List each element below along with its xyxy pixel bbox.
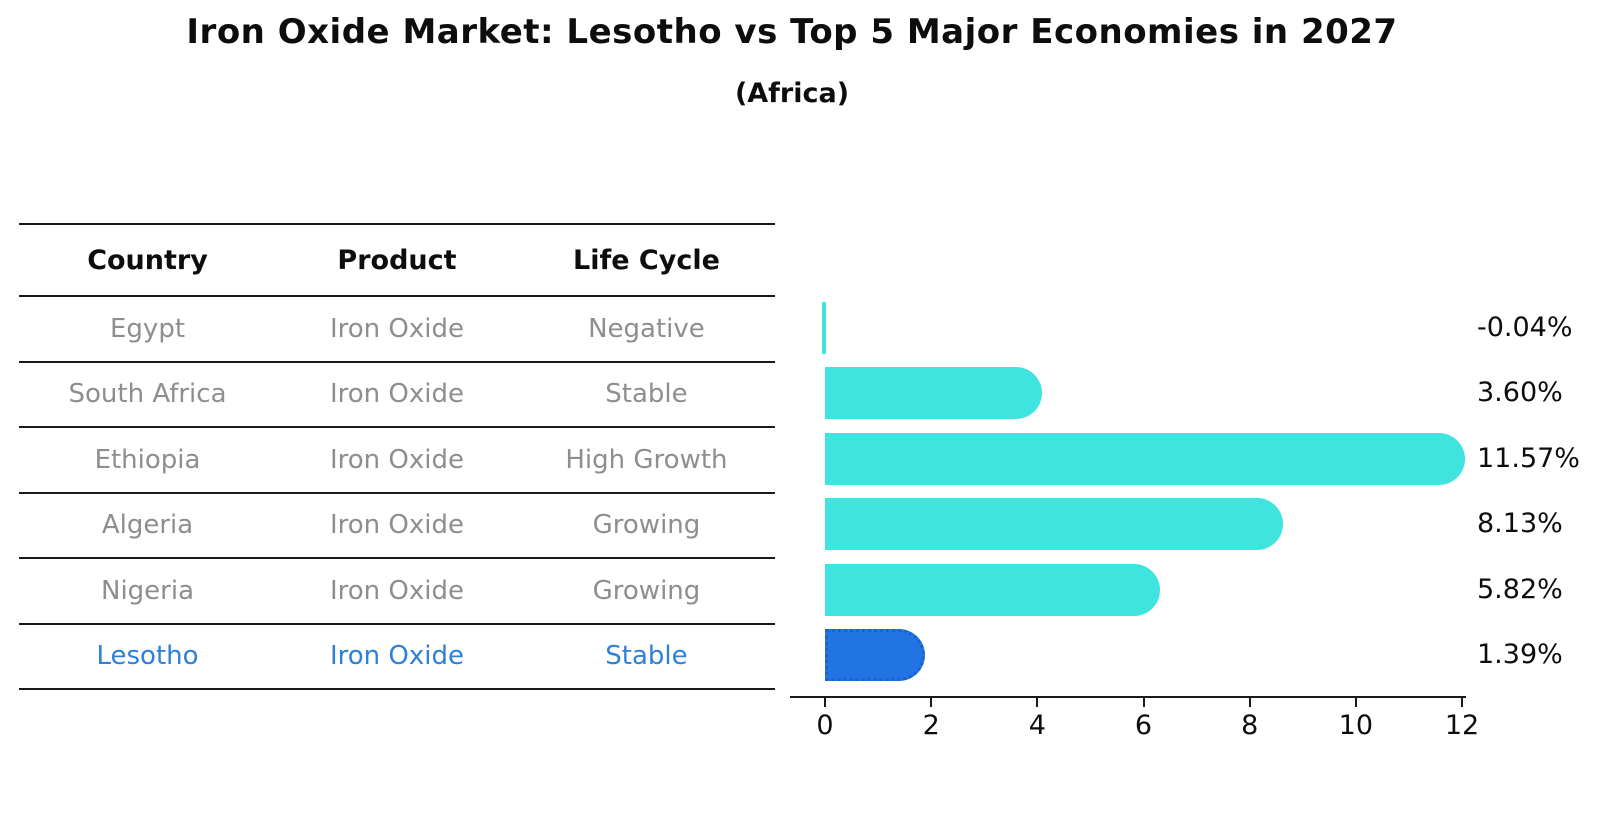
highlight-bar [825,629,925,682]
x-axis-tick-label: 12 [1444,710,1480,741]
table-cell-country: South Africa [68,379,227,410]
column-header-product: Product [337,244,457,276]
x-axis-tick-label: 0 [816,710,834,741]
column-header-country: Country [87,244,208,276]
table-cell-product: Iron Oxide [329,510,464,541]
x-axis-tick [1036,698,1039,707]
x-axis-tick [1461,698,1463,707]
x-axis-tick [1142,698,1145,707]
x-axis-tick-label: 2 [922,710,940,741]
table-cell-life-cycle: Negative [588,313,705,344]
table-cell-product: Iron Oxide [329,313,464,344]
table-row: Egypt Iron Oxide Negative [19,297,775,363]
table-cell-life-cycle: Stable [605,641,688,672]
table-header-row: Country Product Life Cycle [19,225,775,297]
x-axis-tick [1248,698,1251,707]
page-subtitle: (Africa) [734,78,850,109]
data-table: Country Product Life Cycle Egypt Iron Oxi… [19,223,775,690]
table-cell-country: Algeria [101,510,194,541]
x-axis-line [790,696,1466,698]
x-axis-tick [1354,698,1357,707]
bar-value-label: 8.13% [1477,508,1563,540]
x-axis-tick [930,698,933,707]
table-cell-life-cycle: High Growth [565,444,728,475]
x-axis-tick-label: 10 [1338,710,1373,741]
bar-value-label: 5.82% [1477,573,1563,605]
page-title: Iron Oxide Market: Lesotho vs Top 5 Majo… [186,12,1398,52]
table-cell-country: Nigeria [101,575,195,606]
bar [825,367,1043,420]
bar-value-label: -0.04% [1477,311,1573,343]
table-cell-product: Iron Oxide [329,379,464,410]
table-cell-life-cycle: Growing [592,575,701,606]
table-cell-country: Lesotho [96,641,199,672]
table-row: Algeria Iron Oxide Growing [19,494,775,559]
bar [825,432,1466,485]
table-row: Lesotho Iron Oxide Stable [19,625,775,690]
x-axis-tick-label: 6 [1134,710,1153,741]
bar-value-label: 11.57% [1477,442,1580,474]
x-axis-tick-label: 4 [1028,710,1046,741]
bar-value-label: 3.60% [1477,377,1563,409]
x-axis-tick-label: 8 [1241,710,1259,741]
table-cell-life-cycle: Growing [592,510,701,541]
table-row: South Africa Iron Oxide Stable [19,363,775,428]
table-cell-product: Iron Oxide [329,641,464,672]
column-header-life-cycle: Life Cycle [573,244,720,276]
table-body: Egypt Iron Oxide Negative South Africa Iron … [19,297,775,690]
bar [822,301,826,354]
bar [825,563,1160,616]
bar [825,498,1283,551]
table-row: Ethiopia Iron Oxide High Growth [19,428,775,494]
x-axis-tick [824,698,826,707]
table-cell-country: Egypt [110,313,186,344]
table-cell-product: Iron Oxide [329,444,464,475]
bar-value-label: 1.39% [1477,639,1563,671]
table-row: Nigeria Iron Oxide Growing [19,559,775,625]
table-cell-country: Ethiopia [94,444,201,475]
table-cell-product: Iron Oxide [329,575,464,606]
table-cell-life-cycle: Stable [605,379,688,410]
